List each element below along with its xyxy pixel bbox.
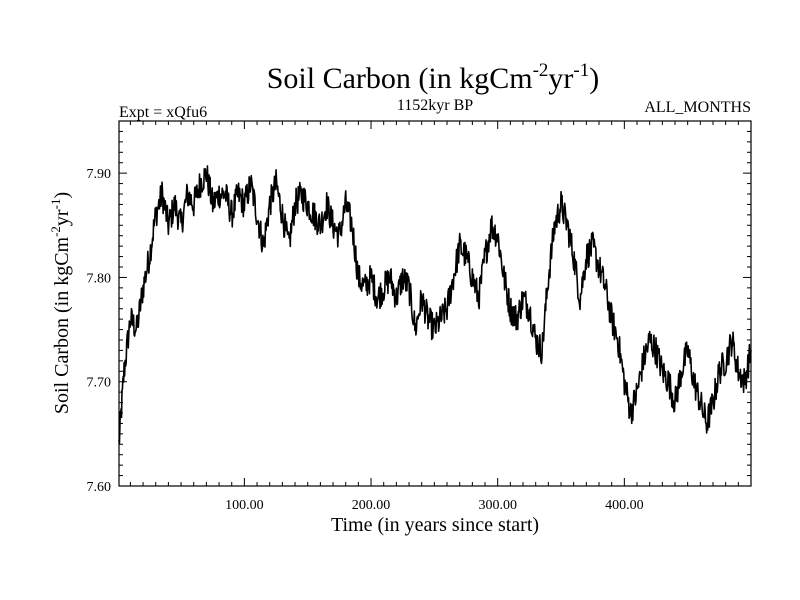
plot-frame (118, 120, 752, 487)
soil-carbon-line (118, 165, 752, 445)
y-tick-label: 7.60 (87, 480, 112, 495)
y-tick-label: 7.70 (87, 376, 112, 391)
y-axis-label: Soil Carbon (in kgCm-2yr-1) (48, 192, 73, 414)
y-tick-label: 7.80 (87, 271, 112, 286)
chart-title: Soil Carbon (in kgCm-2yr-1) (267, 60, 600, 95)
x-tick-label: 300.00 (478, 498, 517, 513)
months-label: ALL_MONTHS (644, 99, 751, 116)
x-tick-label: 200.00 (352, 498, 391, 513)
x-axis: 100.00 200.00 300.00 400.00 (129, 121, 739, 513)
x-tick-label: 100.00 (225, 498, 264, 513)
series-group (118, 165, 752, 445)
period-label: 1152kyr BP (397, 97, 473, 114)
x-axis-label: Time (in years since start) (331, 514, 539, 536)
experiment-label: Expt = xQfu6 (119, 104, 207, 121)
x-tick-label: 400.00 (605, 498, 644, 513)
y-tick-label: 7.90 (87, 167, 112, 182)
